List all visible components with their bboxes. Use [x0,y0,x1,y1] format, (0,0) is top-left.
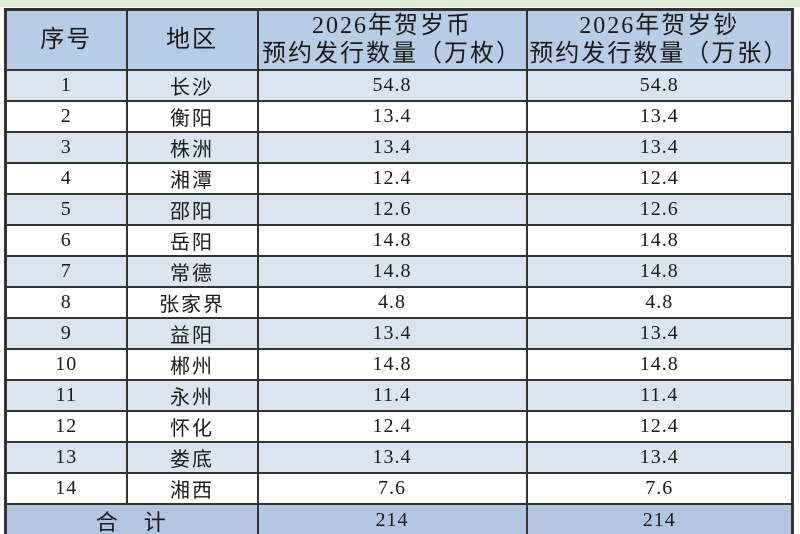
serial-cell: 12 [4,409,128,443]
serial-cell: 5 [4,192,128,226]
region-cell: 株洲 [125,130,259,164]
table-row: 12 怀化 12.4 12.4 [4,409,794,443]
coin-value-cell: 4.8 [256,285,528,319]
region-cell: 张家界 [125,285,259,319]
region-cell: 湘西 [125,471,259,505]
table-row: 5 邵阳 12.6 12.6 [4,192,794,226]
serial-cell: 11 [4,378,128,412]
banknote-value-cell: 54.8 [525,68,794,102]
serial-cell: 6 [4,223,128,257]
banknote-value-cell: 13.4 [525,130,794,164]
coin-value-cell: 11.4 [256,378,528,412]
coin-value-cell: 12.4 [256,409,528,443]
table-row: 10 郴州 14.8 14.8 [4,347,794,381]
serial-cell: 2 [4,99,128,133]
banknote-value-cell: 12.4 [525,409,794,443]
table-header: 序号 地区 2026年贺岁币 预约发行数量（万枚） 2026年贺岁钞 预约发行数… [4,8,794,71]
table-row: 9 益阳 13.4 13.4 [4,316,794,350]
serial-cell: 14 [4,471,128,505]
banknote-value-cell: 12.6 [525,192,794,226]
total-banknote-cell: 214 [525,502,794,534]
header-coin-subtitle: 预约发行数量（万枚） [262,40,522,67]
region-cell: 湘潭 [125,161,259,195]
serial-cell: 1 [4,68,128,102]
coin-value-cell: 14.8 [256,254,528,288]
coin-value-cell: 7.6 [256,471,528,505]
table-row: 6 岳阳 14.8 14.8 [4,223,794,257]
serial-cell: 8 [4,285,128,319]
serial-cell: 3 [4,130,128,164]
header-banknote-cell: 2026年贺岁钞 预约发行数量（万张） [525,8,794,71]
coin-value-cell: 13.4 [256,130,528,164]
header-region-label: 地区 [166,26,218,53]
table-row: 13 娄底 13.4 13.4 [4,440,794,474]
table-row: 11 永州 11.4 11.4 [4,378,794,412]
banknote-value-cell: 12.4 [525,161,794,195]
banknote-value-cell: 13.4 [525,316,794,350]
total-label-cell: 合 计 [4,502,259,534]
banknote-value-cell: 14.8 [525,254,794,288]
region-cell: 岳阳 [125,223,259,257]
coin-value-cell: 14.8 [256,223,528,257]
coin-value-cell: 13.4 [256,99,528,133]
region-cell: 怀化 [125,409,259,443]
preorder-issuance-table: 序号 地区 2026年贺岁币 预约发行数量（万枚） 2026年贺岁钞 预约发行数… [4,8,794,534]
region-cell: 邵阳 [125,192,259,226]
banknote-value-cell: 14.8 [525,347,794,381]
banknote-value-cell: 14.8 [525,223,794,257]
coin-value-cell: 12.4 [256,161,528,195]
table-row: 4 湘潭 12.4 12.4 [4,161,794,195]
total-row: 合 计 214 214 [4,502,794,534]
header-region-cell: 地区 [125,8,259,71]
table-row: 14 湘西 7.6 7.6 [4,471,794,505]
banknote-value-cell: 11.4 [525,378,794,412]
region-cell: 益阳 [125,316,259,350]
coin-value-cell: 54.8 [256,68,528,102]
region-cell: 常德 [125,254,259,288]
table-body: 1 长沙 54.8 54.8 2 衡阳 13.4 13.4 3 株洲 13.4 13.4 4 湘潭 12.4… [4,68,794,505]
region-cell: 长沙 [125,68,259,102]
header-serial-cell: 序号 [4,8,128,71]
banknote-value-cell: 4.8 [525,285,794,319]
total-coin-cell: 214 [256,502,528,534]
header-banknote-subtitle: 预约发行数量（万张） [529,40,790,67]
header-coin-title: 2026年贺岁币 [312,12,472,39]
banknote-value-cell: 7.6 [525,471,794,505]
banknote-value-cell: 13.4 [525,99,794,133]
header-row: 序号 地区 2026年贺岁币 预约发行数量（万枚） 2026年贺岁钞 预约发行数… [4,8,794,71]
coin-value-cell: 12.6 [256,192,528,226]
table-row: 8 张家界 4.8 4.8 [4,285,794,319]
serial-cell: 9 [4,316,128,350]
coin-value-cell: 14.8 [256,347,528,381]
coin-value-cell: 13.4 [256,440,528,474]
header-serial-label: 序号 [40,26,93,53]
table-footer: 合 计 214 214 [4,502,794,534]
region-cell: 衡阳 [125,99,259,133]
header-coin-cell: 2026年贺岁币 预约发行数量（万枚） [256,8,528,71]
serial-cell: 7 [4,254,128,288]
region-cell: 永州 [125,378,259,412]
table-row: 3 株洲 13.4 13.4 [4,130,794,164]
region-cell: 郴州 [125,347,259,381]
serial-cell: 4 [4,161,128,195]
header-banknote-title: 2026年贺岁钞 [579,12,740,39]
table-row: 7 常德 14.8 14.8 [4,254,794,288]
serial-cell: 10 [4,347,128,381]
table-row: 2 衡阳 13.4 13.4 [4,99,794,133]
page-background-strip [0,0,800,7]
serial-cell: 13 [4,440,128,474]
banknote-value-cell: 13.4 [525,440,794,474]
coin-value-cell: 13.4 [256,316,528,350]
region-cell: 娄底 [125,440,259,474]
table-row: 1 长沙 54.8 54.8 [4,68,794,102]
